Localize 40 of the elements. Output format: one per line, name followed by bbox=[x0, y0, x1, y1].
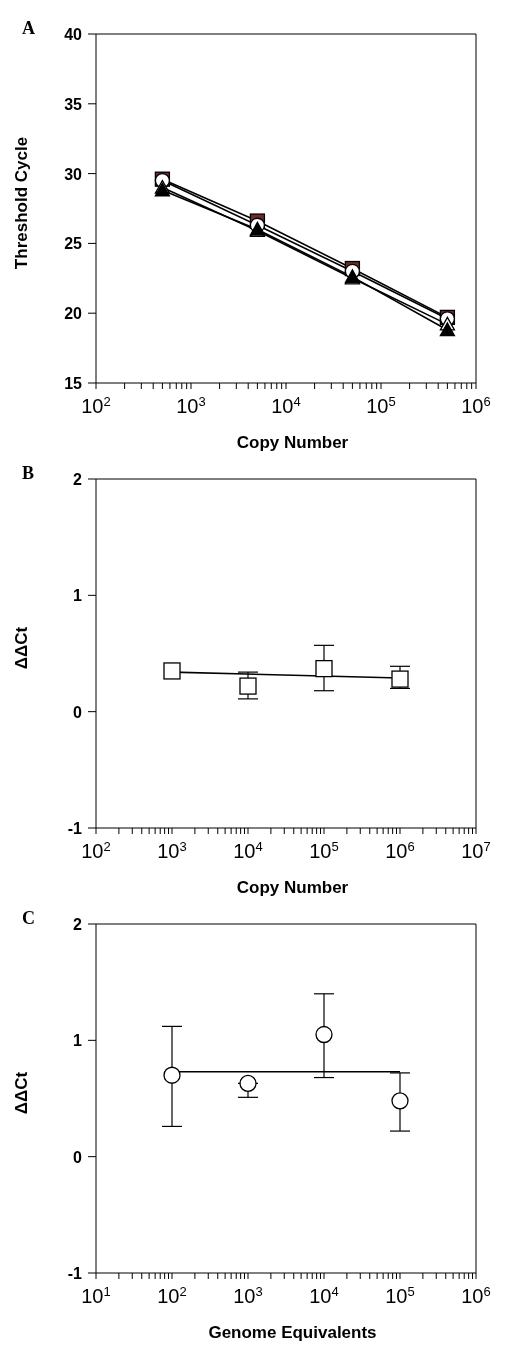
x-axis-title: Copy Number bbox=[235, 878, 350, 898]
x-tick-label: 10$^{2}$ bbox=[81, 393, 111, 417]
y-axis-title: Threshold Cycle bbox=[12, 136, 32, 270]
y-axis-title: ΔΔCt bbox=[12, 626, 32, 670]
y-tick-label: 20 bbox=[64, 305, 83, 323]
x-axis-title: Copy Number bbox=[235, 433, 350, 453]
y-tick-label: 1 bbox=[73, 1032, 83, 1050]
y-tick-label: 35 bbox=[64, 95, 83, 113]
x-tick-label: 10$^{1}$ bbox=[81, 1283, 111, 1307]
y-tick-label: 1 bbox=[73, 587, 83, 605]
x-tick-label: 10$^{6}$ bbox=[461, 393, 491, 417]
x-tick-label: 10$^{6}$ bbox=[385, 838, 415, 862]
y-tick-label: 15 bbox=[64, 375, 83, 392]
x-tick-label: 10$^{5}$ bbox=[366, 393, 396, 417]
x-tick-label: 10$^{6}$ bbox=[461, 1283, 491, 1307]
y-tick-label: 2 bbox=[73, 471, 83, 488]
x-axis-title: Genome Equivalents bbox=[207, 1323, 378, 1343]
x-tick-label: 10$^{4}$ bbox=[309, 1283, 339, 1307]
x-tick-label: 10$^{7}$ bbox=[461, 838, 491, 862]
y-tick-label: 25 bbox=[64, 235, 83, 253]
x-tick-label: 10$^{3}$ bbox=[157, 838, 187, 862]
y-tick-label: 2 bbox=[73, 916, 83, 933]
y-tick-label: -1 bbox=[67, 1265, 83, 1282]
y-tick-label: -1 bbox=[67, 820, 83, 837]
y-axis-title: ΔΔCt bbox=[12, 1071, 32, 1115]
x-tick-label: 10$^{4}$ bbox=[271, 393, 301, 417]
y-tick-label: 30 bbox=[64, 165, 83, 183]
x-tick-label: 10$^{2}$ bbox=[81, 838, 111, 862]
chart-title: A bbox=[22, 18, 35, 39]
y-tick-label: 40 bbox=[64, 26, 83, 43]
x-tick-label: 10$^{3}$ bbox=[176, 393, 206, 417]
y-tick-label: 0 bbox=[73, 1148, 83, 1166]
chart-title: B bbox=[22, 463, 35, 484]
x-tick-label: 10$^{2}$ bbox=[157, 1283, 187, 1307]
chart-title: C bbox=[22, 908, 35, 929]
x-tick-label: 10$^{5}$ bbox=[385, 1283, 415, 1307]
x-tick-label: 10$^{5}$ bbox=[309, 838, 339, 862]
x-tick-label: 10$^{4}$ bbox=[233, 838, 263, 862]
y-tick-label: 0 bbox=[73, 703, 83, 721]
x-tick-label: 10$^{3}$ bbox=[233, 1283, 263, 1307]
